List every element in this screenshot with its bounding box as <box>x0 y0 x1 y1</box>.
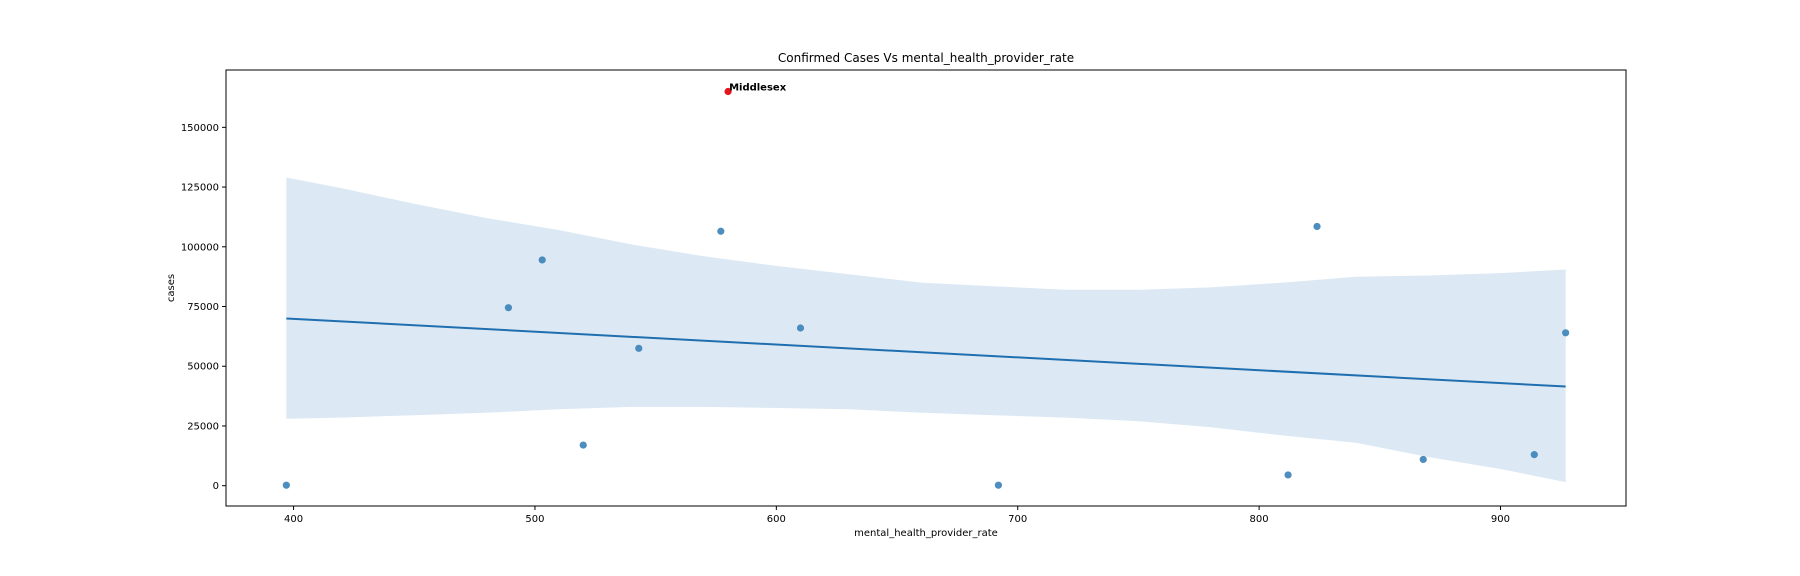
confidence-band <box>286 177 1566 483</box>
data-point-10 <box>1419 455 1427 464</box>
y-tick-label-0: 0 <box>213 481 219 492</box>
x-tick-label-700: 700 <box>1008 514 1027 525</box>
data-point-9 <box>1313 222 1321 231</box>
data-point-12 <box>1562 329 1570 337</box>
plot-frame <box>225 69 1627 507</box>
data-point-3 <box>579 441 587 449</box>
data-point-0 <box>282 481 290 489</box>
axes-layer: 400 500 600 700 800 900 0 25000 50000 75000 100000… <box>181 123 1510 525</box>
data-point-1 <box>504 304 513 312</box>
confidence-band-layer <box>286 177 1566 483</box>
y-axis-label: cases <box>166 274 177 302</box>
x-tick-label-900: 900 <box>1491 514 1510 525</box>
x-tick-label-500: 500 <box>525 514 544 525</box>
x-tick-label-800: 800 <box>1250 514 1269 525</box>
y-tick-label-100000: 100000 <box>181 242 219 253</box>
y-tick-label-125000: 125000 <box>181 183 219 194</box>
highlight-point <box>724 87 732 96</box>
data-points-layer <box>282 222 1570 489</box>
data-point-11 <box>1530 451 1538 459</box>
y-tick-label-50000: 50000 <box>187 362 219 373</box>
x-tick-label-600: 600 <box>767 514 786 525</box>
y-tick-label-75000: 75000 <box>187 302 219 313</box>
data-point-5 <box>717 227 725 235</box>
y-tick-label-150000: 150000 <box>181 123 219 134</box>
y-tick-label-25000: 25000 <box>187 421 219 432</box>
data-point-7 <box>994 481 1003 489</box>
highlight-layer: Middlesex <box>724 83 787 96</box>
data-point-6 <box>796 324 805 332</box>
regression-line-layer <box>286 317 1566 388</box>
regression-line <box>286 317 1566 388</box>
x-tick-label-400: 400 <box>284 514 303 525</box>
highlight-label: Middlesex <box>729 83 787 94</box>
data-point-8 <box>1284 471 1292 479</box>
chart-title: Confirmed Cases Vs mental_health_provide… <box>778 51 1074 65</box>
data-point-4 <box>635 344 643 352</box>
data-point-2 <box>538 256 546 264</box>
x-axis-label: mental_health_provider_rate <box>854 528 998 539</box>
